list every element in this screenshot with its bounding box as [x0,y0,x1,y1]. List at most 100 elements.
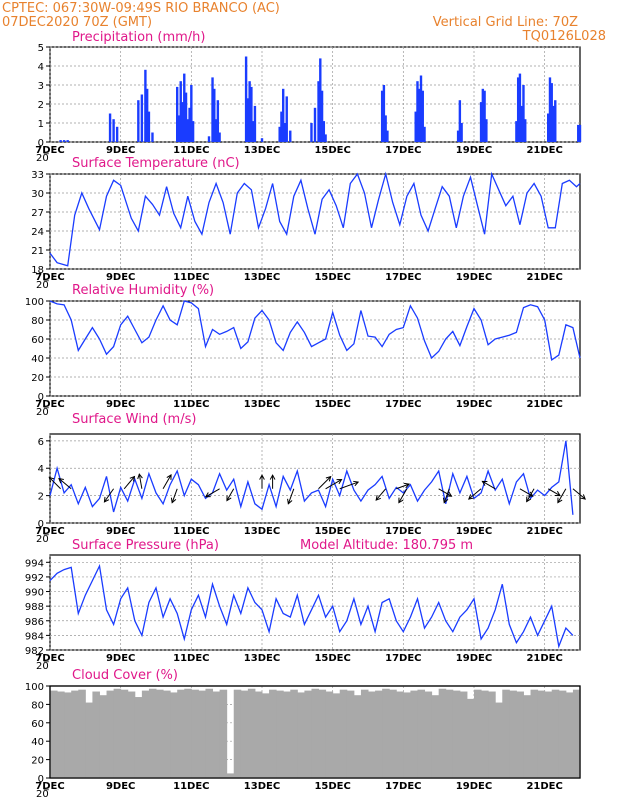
x-tick-label: 19DEC [456,526,492,537]
cloud-bar [558,690,567,778]
cloud-bar [99,695,108,778]
panel-2: 0 20 40 60 80 100 7DEC 9DEC 11DEC 13DEC 15DEC 17DEC… [25,283,581,418]
wind-arrow [162,474,172,490]
x-tick-label: 21DEC [526,145,562,156]
y-tick-label: 21 [31,246,44,257]
cloud-bar [191,689,199,778]
y-tick-label: 2 [38,492,44,503]
x-tick-label: 17DEC [385,399,421,410]
precip-bar [310,123,313,142]
x-tick-label: 15DEC [314,781,350,792]
panel-title: Surface Pressure (hPa) [72,538,219,553]
x-tick-label: 7DEC [35,272,64,283]
x-tick-label: 17DEC [385,145,421,156]
cloud-bar [452,690,461,778]
y-tick-label: 2 [38,100,44,111]
wind-arrow [123,476,135,490]
wind-arrow [339,481,359,490]
cloud-bar [466,698,475,778]
precip-bar [207,136,211,142]
x-tick-label: 17DEC [385,272,421,283]
wind-arrow [438,488,452,497]
precip-bar [186,119,189,142]
cloud-bar [551,689,560,778]
precip-bar [382,85,386,142]
cloud-bar [495,702,503,778]
x-tick-label: 13DEC [244,272,280,283]
x-tick-label: 21DEC [526,526,562,537]
wind-arrowhead [557,497,563,504]
precip-bar [179,81,182,142]
precip-bar [317,81,320,142]
panel-3: 0 2 4 6 7DEC 9DEC 11DEC 13DEC 15DEC 17DEC 19DEC 21D… [35,412,586,545]
wind-arrow [48,477,61,490]
x-tick-label: 21DEC [526,272,562,283]
cloud-bar [134,697,143,778]
cloud-bar [233,689,242,778]
precip-bar [188,107,191,142]
wind-arrow [318,476,332,490]
precip-bar [62,140,66,142]
wind-arrowhead [204,492,211,498]
panel-0: 0 1 2 3 4 5 7DEC 9DEC 11DEC 13DEC 15DEC 17DEC 19DEC 2… [35,30,582,164]
precip-bar [456,130,460,142]
wind-arrow [572,488,586,500]
x-tick-label: 11DEC [173,272,209,283]
x-tick-label: 7DEC [35,399,64,410]
precip-bar [108,113,112,142]
panel-annotation: Model Altitude: 180.795 m [300,538,473,553]
y-tick-label: 100 [25,297,44,308]
cloud-bar [247,688,256,778]
cloud-bar [516,691,524,778]
panel-frame [49,433,581,524]
precip-bar [485,119,488,142]
x-stub-label: 20̅ [36,407,50,418]
header-grid-line: Vertical Grid Line: 70Z [433,15,578,30]
wind-arrowhead [259,474,265,480]
cloud-bar [290,689,298,778]
x-tick-label: 11DEC [173,781,209,792]
wind-arrow [468,488,482,500]
panel-frame [49,300,581,397]
y-tick-label: 4 [38,62,44,73]
x-tick-label: 15DEC [314,272,350,283]
cloud-bar [141,690,150,778]
precip-bar [416,81,419,142]
cloud-bar [106,690,115,778]
cloud-bar [113,688,122,778]
cloud-bar [396,691,404,778]
precip-bar [278,126,281,142]
precip-bar [140,94,144,142]
y-tick-label: 986 [25,617,44,628]
x-tick-label: 15DEC [314,145,350,156]
series-line [49,440,574,515]
precip-bar [112,119,115,142]
y-tick-label: 60 [31,719,44,730]
precip-bar [250,86,253,142]
precip-bar [144,69,147,142]
precip-bar [211,77,214,142]
precip-bar [458,100,462,142]
cloud-bar [445,689,454,778]
panel-frame [49,173,581,270]
cloud-bar [198,690,206,778]
y-tick-label: 5 [38,43,44,54]
x-tick-label: 11DEC [173,526,209,537]
x-tick-label: 21DEC [526,653,562,664]
precip-bar [283,123,287,142]
precip-bar [190,85,193,142]
x-tick-label: 13DEC [244,526,280,537]
cloud-bar [353,695,362,778]
x-tick-label: 13DEC [244,145,280,156]
precip-bar [516,77,520,142]
cloud-bar [156,689,164,778]
cloud-bar [212,691,221,778]
wind-arrowhead [325,475,332,482]
wind-arrow [205,488,220,498]
cloud-bar [85,702,93,778]
x-tick-label: 19DEC [456,272,492,283]
precip-bar [552,105,555,142]
cloud-bar [438,688,447,778]
precip-bar [520,105,523,142]
precip-bar [577,124,580,142]
